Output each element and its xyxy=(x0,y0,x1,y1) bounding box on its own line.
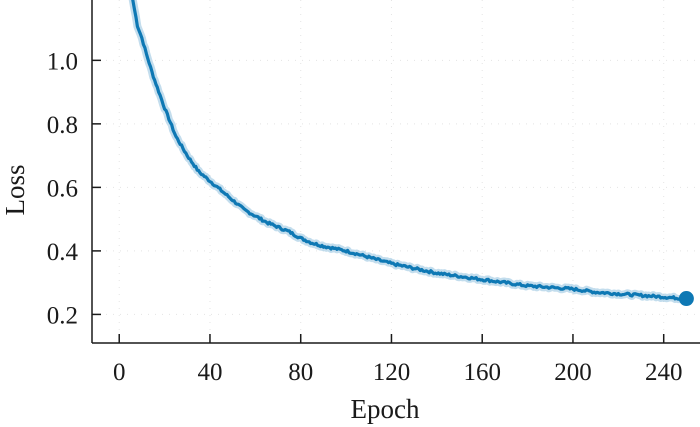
x-tick-label: 80 xyxy=(288,359,313,386)
series-band xyxy=(128,0,691,304)
x-axis-title: Epoch xyxy=(351,394,420,424)
y-axis-title: Loss xyxy=(0,164,30,215)
y-tick-label: 0.2 xyxy=(47,302,78,329)
x-tick-label: 200 xyxy=(554,359,592,386)
y-tick-label: 0.8 xyxy=(47,112,78,139)
x-tick-label: 40 xyxy=(197,359,222,386)
x-tick-label: 240 xyxy=(645,359,683,386)
series-end-marker xyxy=(678,291,694,307)
x-tick-label: 0 xyxy=(113,359,126,386)
y-tick-label: 0.6 xyxy=(47,175,78,202)
x-tick-label: 160 xyxy=(463,359,501,386)
x-tick-label: 120 xyxy=(373,359,411,386)
y-tick-label: 0.4 xyxy=(47,239,79,266)
series-line xyxy=(131,0,688,301)
y-tick-label: 1.0 xyxy=(47,48,78,75)
x-ticks: 0 40 80 120 160 200 240 xyxy=(113,334,682,386)
y-ticks: 0.2 0.4 0.6 0.8 1.0 xyxy=(47,48,101,329)
